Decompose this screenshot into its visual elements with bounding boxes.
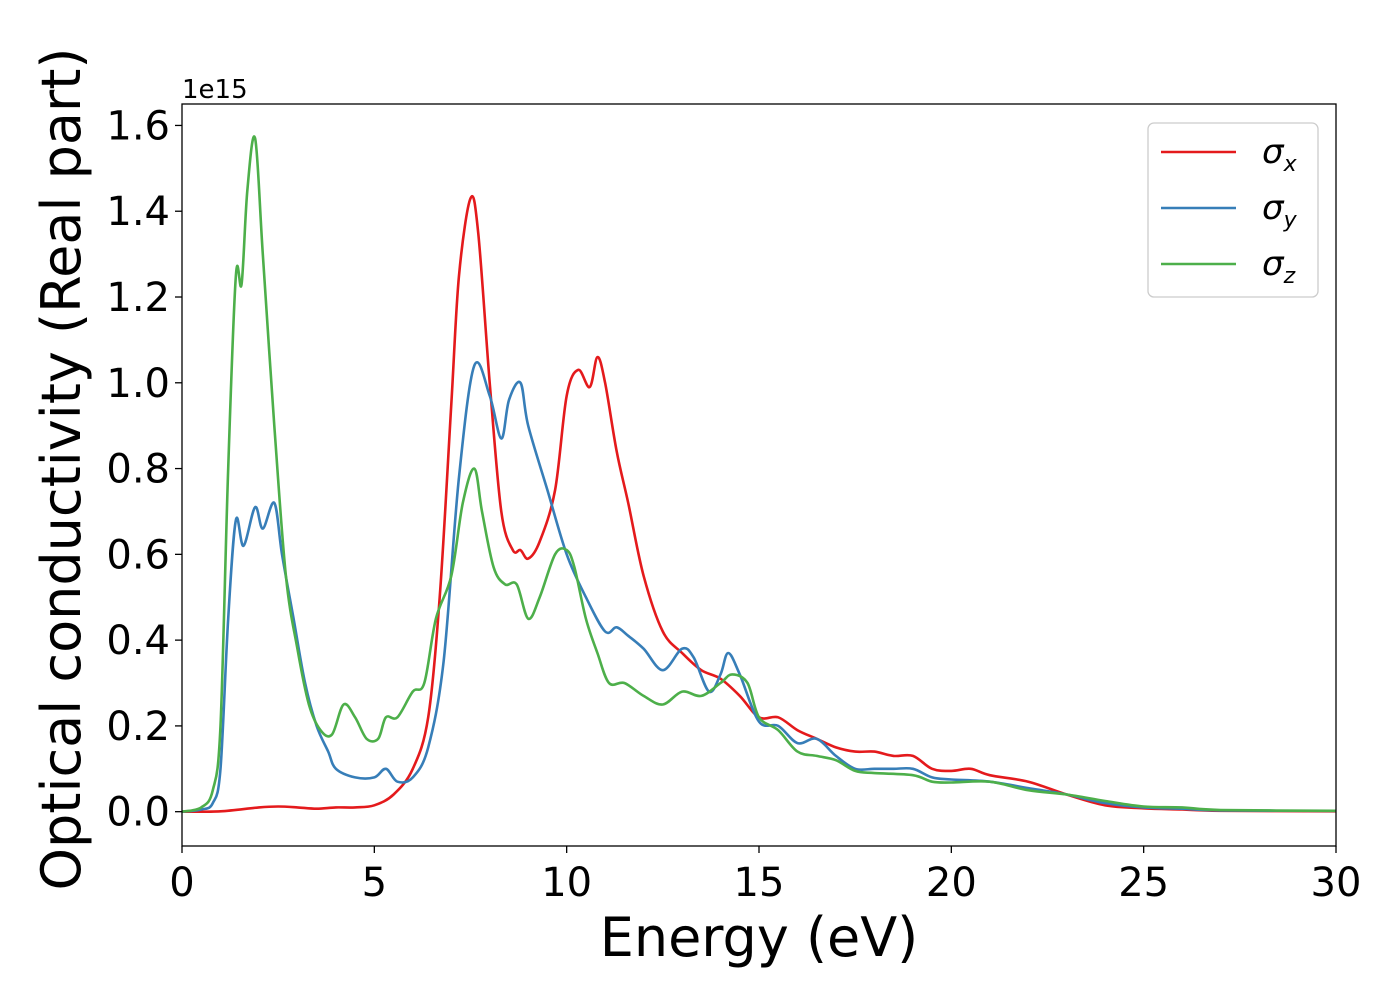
series-line-2 <box>182 361 1336 813</box>
y-tick-label: 1.0 <box>106 361 170 407</box>
x-axis-label: Energy (eV) <box>600 906 919 969</box>
y-tick-label: 1.2 <box>106 275 170 321</box>
y-axis: 0.0 0.2 0.4 0.6 0.8 1.0 1.2 1.4 1.6 <box>106 103 182 836</box>
y-tick-label: 1.4 <box>106 189 170 235</box>
legend-label-2: σy <box>1262 188 1298 233</box>
y-tick-label: 0.0 <box>106 790 170 836</box>
legend-box <box>1147 122 1319 298</box>
x-tick-label: 30 <box>1311 860 1362 906</box>
x-tick-label: 5 <box>362 860 387 906</box>
legend-label-1: σx <box>1262 132 1298 177</box>
y-tick-label: 0.6 <box>106 532 170 578</box>
y-tick-label: 0.8 <box>106 447 170 493</box>
y-axis-label: Optical conductivity (Real part) <box>30 48 93 891</box>
legend-label-3: σz <box>1262 244 1296 289</box>
y-offset-label: 1e15 <box>182 75 248 105</box>
x-tick-label: 10 <box>541 860 592 906</box>
x-axis: 0 5 10 15 20 25 30 <box>169 846 1361 906</box>
x-tick-label: 25 <box>1118 860 1169 906</box>
x-tick-label: 0 <box>169 860 194 906</box>
legend: σx σy σz <box>1147 122 1319 298</box>
x-tick-label: 20 <box>926 860 977 906</box>
series-line-1 <box>182 195 1336 814</box>
y-tick-label: 0.4 <box>106 618 170 664</box>
series-line-3 <box>182 135 1336 813</box>
x-tick-label: 15 <box>734 860 785 906</box>
y-tick-label: 0.2 <box>106 704 170 750</box>
y-tick-label: 1.6 <box>106 103 170 149</box>
series-layer <box>182 135 1336 814</box>
